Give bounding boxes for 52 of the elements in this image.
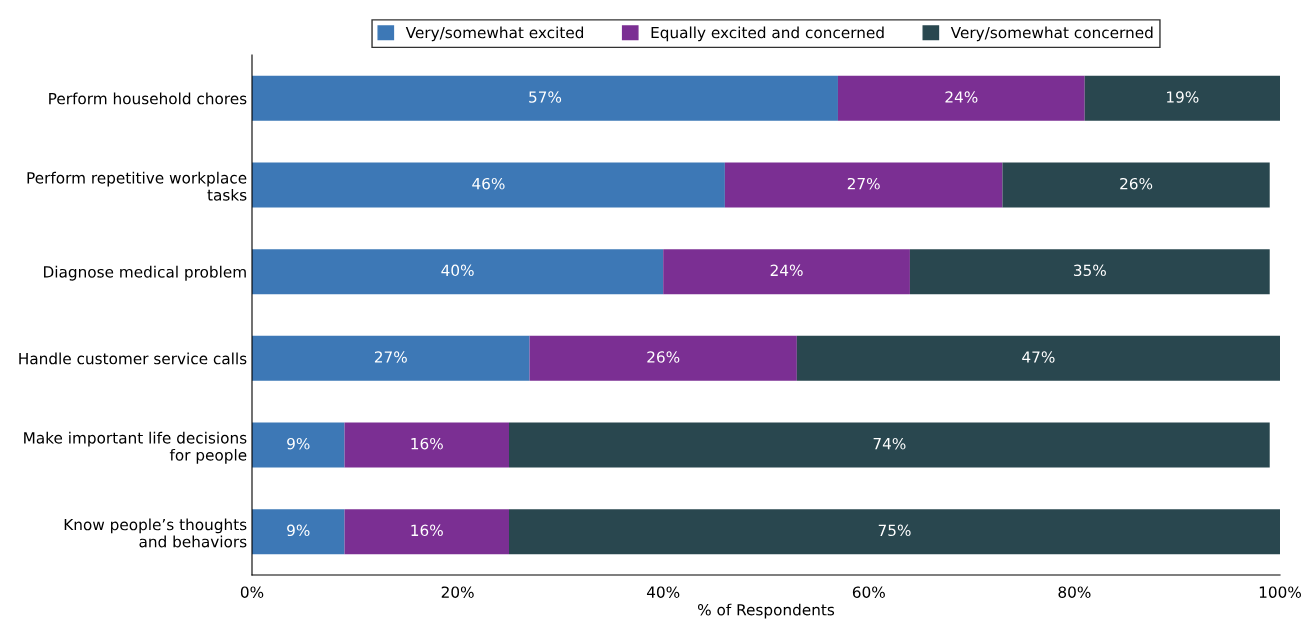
- data-label: 35%: [1074, 264, 1106, 277]
- legend-label: Equally excited and concerned: [651, 26, 884, 42]
- bar: [252, 162, 725, 208]
- y-tick-label: Make important life decisions for people: [24, 431, 247, 464]
- y-tick-label: Handle customer service calls: [19, 352, 247, 365]
- bar: [837, 75, 1085, 121]
- data-label: 9%: [287, 437, 310, 450]
- bar: [1084, 75, 1280, 121]
- bar: [252, 335, 530, 381]
- bar: [252, 422, 345, 468]
- data-label: 24%: [945, 91, 978, 103]
- data-label: 57%: [529, 91, 562, 103]
- data-label: 27%: [374, 351, 407, 363]
- bar: [344, 509, 509, 555]
- y-tick-label: Know people’s thoughts and behaviors: [64, 518, 247, 548]
- x-tick-label: 0%: [240, 586, 264, 598]
- bar: [509, 509, 1280, 555]
- bar: [1002, 162, 1270, 208]
- data-label: 47%: [1022, 351, 1055, 363]
- bar: [509, 422, 1270, 468]
- bar: [724, 162, 1003, 208]
- legend-label: Very/somewhat concerned: [950, 26, 1153, 42]
- data-label: 75%: [878, 524, 911, 537]
- data-label: 74%: [873, 437, 906, 450]
- y-tick-label: Perform household chores: [49, 92, 247, 105]
- data-label: 26%: [1120, 177, 1153, 190]
- x-tick-label: 60%: [852, 586, 885, 598]
- data-label: 26%: [647, 351, 680, 363]
- x-tick-label: 100%: [1259, 586, 1301, 598]
- bar: [663, 249, 910, 295]
- data-label: 27%: [847, 177, 880, 190]
- data-label: 46%: [472, 177, 505, 190]
- x-tick-label: 40%: [646, 586, 680, 598]
- x-axis-title: % of Respondents: [697, 603, 835, 619]
- y-tick-label: Perform repetitive workplace tasks: [27, 171, 247, 201]
- bar: [909, 249, 1270, 295]
- data-label: 19%: [1167, 91, 1199, 103]
- bar: [252, 509, 345, 555]
- bar: [252, 249, 664, 295]
- data-label: 16%: [411, 524, 443, 537]
- y-tick-label: Diagnose medical problem: [44, 265, 246, 281]
- data-label: 40%: [441, 264, 474, 277]
- bar: [529, 335, 797, 381]
- x-tick-label: 20%: [441, 586, 474, 598]
- data-label: 24%: [770, 264, 803, 277]
- bar: [252, 75, 838, 121]
- data-label: 9%: [287, 524, 310, 537]
- bar: [796, 335, 1280, 381]
- x-tick-label: 80%: [1058, 586, 1091, 598]
- data-label: 16%: [411, 437, 443, 450]
- bar: [344, 422, 509, 468]
- legend-label: Very/somewhat excited: [405, 26, 584, 42]
